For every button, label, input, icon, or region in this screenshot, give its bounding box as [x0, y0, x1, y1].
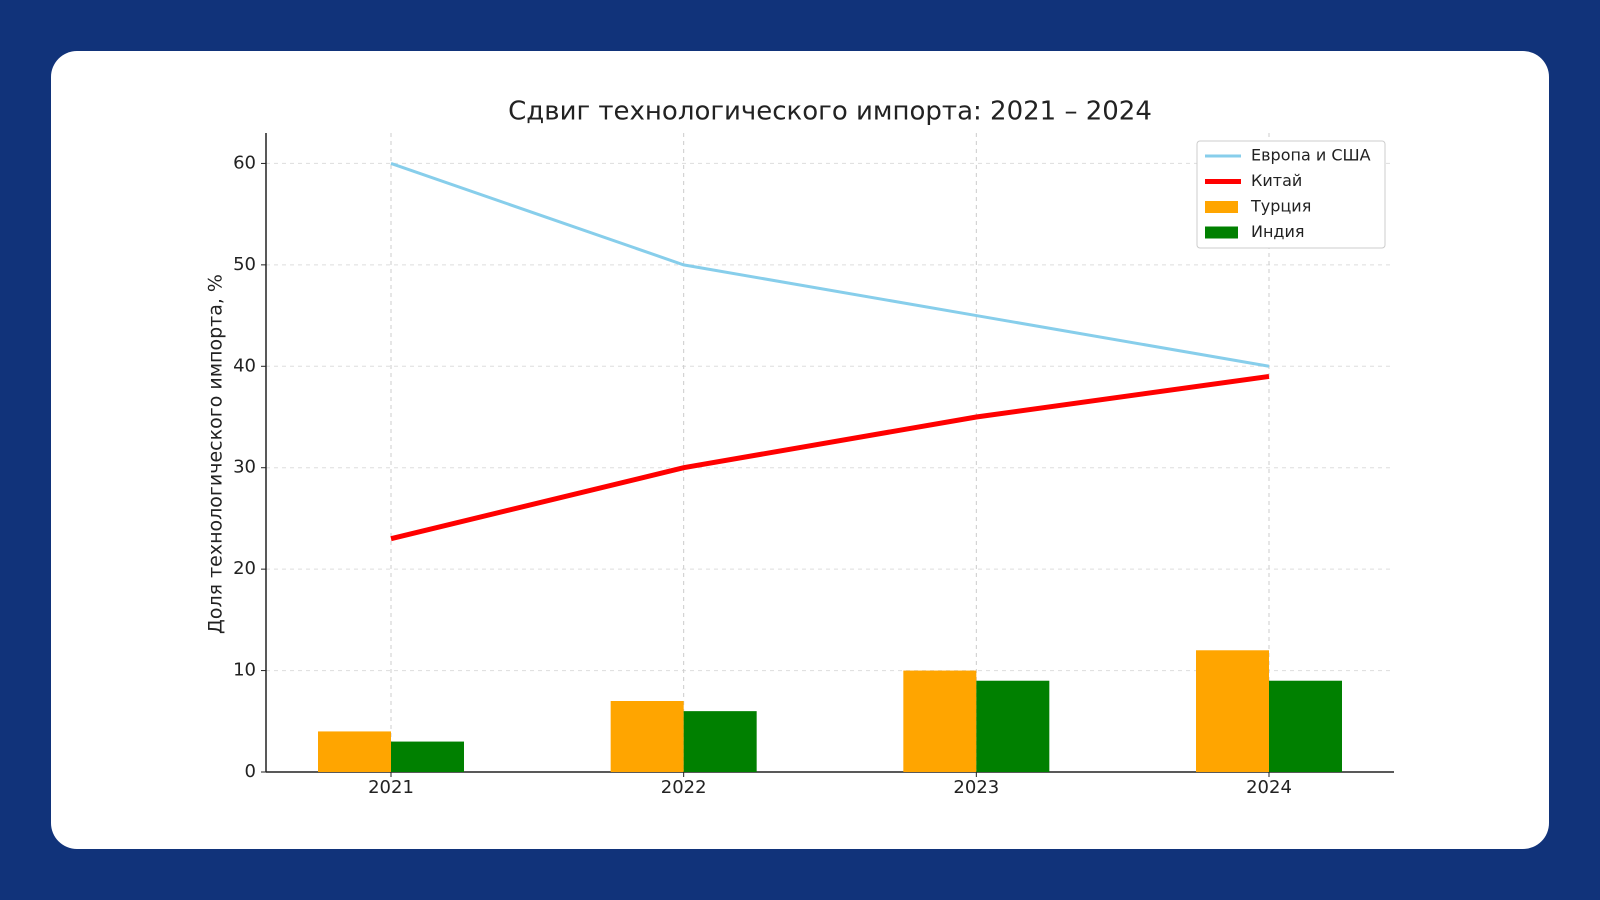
y-tick-label: 40: [233, 355, 256, 376]
x-tick-label: 2024: [1246, 777, 1292, 798]
legend-box: [1196, 140, 1386, 249]
x-tick-label: 2022: [661, 777, 707, 798]
bar: [683, 711, 757, 772]
legend-swatch: [1205, 226, 1238, 239]
y-axis-label: Доля технологического импорта, %: [205, 274, 227, 634]
bar: [903, 670, 977, 772]
legend-swatch: [1205, 201, 1238, 213]
legend-label: Европа и США: [1251, 146, 1371, 165]
bar: [976, 680, 1050, 772]
line: [390, 373, 1270, 542]
y-tick-label: 20: [233, 558, 256, 579]
y-tick-label: 60: [233, 152, 256, 173]
legend-label: Турция: [1250, 197, 1311, 216]
bar: [391, 741, 464, 772]
bar: [1196, 650, 1269, 772]
y-tick-label: 50: [233, 254, 256, 275]
bar: [318, 731, 391, 772]
bar: [610, 701, 684, 772]
line: [390, 162, 1270, 368]
legend-label: Китай: [1251, 171, 1302, 190]
y-tick-label: 30: [233, 457, 256, 478]
y-tick-label: 10: [233, 660, 256, 681]
chart-title: Сдвиг технологического импорта: 2021 – 2…: [508, 97, 1152, 127]
x-tick-label: 2021: [368, 777, 414, 798]
bar: [1269, 680, 1342, 772]
legend-label: Индия: [1251, 222, 1305, 241]
x-tick-label: 2023: [953, 777, 999, 798]
y-tick-label: 0: [245, 761, 256, 782]
